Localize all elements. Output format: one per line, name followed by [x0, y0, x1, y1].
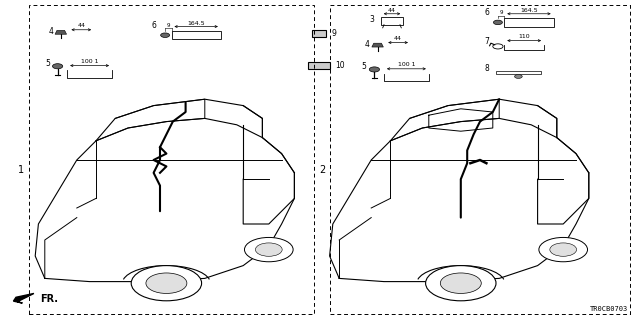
- Text: 2: 2: [319, 164, 325, 175]
- Text: 5: 5: [45, 59, 50, 68]
- Bar: [330, 5, 630, 314]
- Text: 9: 9: [332, 29, 337, 38]
- Polygon shape: [13, 293, 34, 303]
- Text: 100 1: 100 1: [81, 59, 99, 64]
- Bar: [29, 5, 314, 314]
- Text: TR0CB0703: TR0CB0703: [590, 306, 628, 312]
- Circle shape: [493, 20, 502, 25]
- Polygon shape: [55, 30, 67, 34]
- Text: 5: 5: [362, 62, 367, 71]
- Bar: [308, 62, 330, 69]
- Polygon shape: [372, 43, 383, 47]
- Bar: [496, 71, 541, 74]
- Circle shape: [426, 266, 496, 301]
- Text: 44: 44: [77, 23, 85, 28]
- Text: 44: 44: [388, 8, 396, 13]
- Text: FR.: FR.: [40, 293, 58, 304]
- Bar: [504, 18, 554, 27]
- Text: 1: 1: [18, 164, 24, 175]
- Text: 100 1: 100 1: [397, 62, 415, 67]
- Text: 7: 7: [484, 37, 490, 46]
- Text: 44: 44: [394, 36, 402, 41]
- Circle shape: [52, 64, 63, 69]
- Text: 8: 8: [485, 64, 490, 73]
- Text: 6: 6: [484, 8, 490, 17]
- Circle shape: [244, 237, 293, 262]
- Circle shape: [146, 273, 187, 293]
- Circle shape: [255, 243, 282, 256]
- Text: 9: 9: [166, 22, 170, 28]
- Bar: [312, 30, 326, 37]
- Text: 3: 3: [369, 15, 374, 24]
- Circle shape: [369, 67, 380, 72]
- Text: 4: 4: [365, 40, 370, 49]
- Text: 164.5: 164.5: [188, 20, 205, 26]
- Circle shape: [539, 237, 588, 262]
- Text: 110: 110: [518, 34, 530, 39]
- Text: 164.5: 164.5: [520, 8, 538, 13]
- Circle shape: [440, 273, 481, 293]
- Circle shape: [515, 75, 522, 78]
- Text: 6: 6: [152, 21, 157, 30]
- Text: 4: 4: [48, 28, 53, 36]
- Circle shape: [161, 33, 170, 37]
- Bar: [381, 17, 403, 25]
- Circle shape: [550, 243, 577, 256]
- Circle shape: [131, 266, 202, 301]
- Text: 9: 9: [499, 10, 503, 15]
- Text: 10: 10: [335, 61, 345, 70]
- Bar: [172, 31, 221, 39]
